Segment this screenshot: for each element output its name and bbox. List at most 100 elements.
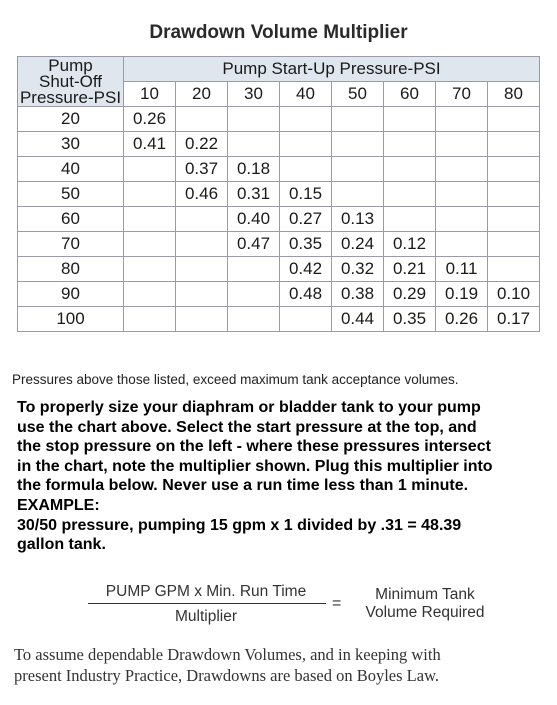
formula-result: Minimum Tank Volume Required — [350, 586, 500, 622]
multiplier-cell: 0.32 — [331, 256, 384, 282]
corner-line: Pump — [48, 55, 93, 75]
multiplier-cell — [227, 256, 280, 282]
stop-pressure-cell: 40 — [17, 156, 124, 182]
fraction-bar — [88, 603, 326, 604]
start-up-pressure-header: Pump Start-Up Pressure-PSI — [123, 56, 540, 82]
stop-pressure-cell: 70 — [17, 231, 124, 257]
multiplier-cell — [435, 231, 488, 257]
instructions-paragraph: To properly size your diaphram or bladde… — [17, 398, 547, 555]
table-row: 60 0.40 0.27 0.13 — [17, 206, 540, 232]
table-row: 30 0.41 0.22 — [17, 131, 540, 157]
multiplier-cell: 0.12 — [383, 231, 436, 257]
multiplier-cell — [123, 231, 176, 257]
stop-pressure-cell: 20 — [17, 106, 124, 132]
multiplier-cell: 0.40 — [227, 206, 280, 232]
multiplier-cell — [123, 156, 176, 182]
multiplier-cell — [487, 156, 540, 182]
instruction-line: 30/50 pressure, pumping 15 gpm x 1 divid… — [17, 516, 462, 534]
multiplier-cell: 0.19 — [435, 281, 488, 307]
multiplier-cell: 0.24 — [331, 231, 384, 257]
multiplier-cell — [487, 231, 540, 257]
multiplier-cell — [487, 256, 540, 282]
multiplier-cell — [331, 156, 384, 182]
multiplier-cell: 0.35 — [279, 231, 332, 257]
multiplier-table: Pump Shut-Off Pressure-PSI Pump Start-Up… — [17, 56, 540, 332]
stop-pressure-cell: 100 — [17, 306, 124, 332]
multiplier-cell — [175, 306, 228, 332]
instruction-line: the formula below. Never use a run time … — [17, 477, 469, 495]
multiplier-cell — [435, 106, 488, 132]
multiplier-cell: 0.21 — [383, 256, 436, 282]
multiplier-cell: 0.10 — [487, 281, 540, 307]
multiplier-cell — [435, 156, 488, 182]
start-pressure-header-cell: 20 — [175, 81, 228, 107]
multiplier-cell: 0.41 — [123, 131, 176, 157]
multiplier-cell — [487, 181, 540, 207]
multiplier-cell — [487, 106, 540, 132]
instruction-line: in the chart, note the multiplier shown.… — [17, 457, 493, 475]
table-note: Pressures above those listed, exceed max… — [12, 372, 459, 387]
multiplier-cell: 0.48 — [279, 281, 332, 307]
instruction-line: gallon tank. — [17, 536, 106, 554]
equals-sign: = — [332, 595, 342, 612]
start-pressure-header-cell: 40 — [279, 81, 332, 107]
table-row: 80 0.42 0.32 0.21 0.11 — [17, 256, 540, 282]
multiplier-cell — [279, 131, 332, 157]
multiplier-cell — [227, 106, 280, 132]
multiplier-cell — [435, 131, 488, 157]
table-body: Pump Shut-Off Pressure-PSI Pump Start-Up… — [17, 55, 540, 332]
multiplier-cell: 0.26 — [123, 106, 176, 132]
multiplier-cell: 0.35 — [383, 306, 436, 332]
multiplier-cell: 0.22 — [175, 131, 228, 157]
multiplier-cell — [175, 256, 228, 282]
corner-line: Pressure-PSI — [19, 87, 122, 107]
multiplier-cell — [227, 281, 280, 307]
multiplier-cell — [487, 206, 540, 232]
multiplier-cell: 0.42 — [279, 256, 332, 282]
formula-numerator: PUMP GPM x Min. Run Time — [105, 583, 307, 600]
multiplier-cell — [175, 106, 228, 132]
multiplier-cell — [123, 206, 176, 232]
multiplier-cell: 0.11 — [435, 256, 488, 282]
footer-line: To assume dependable Drawdown Volumes, a… — [14, 645, 441, 664]
multiplier-cell: 0.31 — [227, 181, 280, 207]
result-line: Minimum Tank — [375, 586, 475, 603]
multiplier-cell: 0.38 — [331, 281, 384, 307]
start-pressure-row: 10 20 30 40 50 60 70 80 — [18, 81, 540, 107]
start-pressure-header-cell: 50 — [331, 81, 384, 107]
multiplier-cell: 0.18 — [227, 156, 280, 182]
start-pressure-header-cell: 10 — [123, 81, 176, 107]
multiplier-cell: 0.46 — [175, 181, 228, 207]
multiplier-cell — [487, 131, 540, 157]
instruction-line: EXAMPLE: — [17, 496, 100, 514]
multiplier-cell — [123, 281, 176, 307]
start-pressure-header-cell: 30 — [227, 81, 280, 107]
formula: PUMP GPM x Min. Run Time Multiplier = Mi… — [0, 583, 557, 633]
multiplier-cell — [383, 206, 436, 232]
stop-pressure-cell: 30 — [17, 131, 124, 157]
stop-pressure-cell: 90 — [17, 281, 124, 307]
start-pressure-header-cell: 70 — [435, 81, 488, 107]
multiplier-cell — [123, 306, 176, 332]
stop-pressure-cell: 80 — [17, 256, 124, 282]
stop-pressure-cell: 60 — [17, 206, 124, 232]
table-row: 90 0.48 0.38 0.29 0.19 0.10 — [17, 281, 540, 307]
multiplier-cell: 0.13 — [331, 206, 384, 232]
start-pressure-header-cell: 80 — [487, 81, 540, 107]
multiplier-cell: 0.15 — [279, 181, 332, 207]
table-row: 40 0.37 0.18 — [17, 156, 540, 182]
instruction-line: To properly size your diaphram or bladde… — [17, 399, 481, 416]
multiplier-cell: 0.27 — [279, 206, 332, 232]
multiplier-cell — [383, 156, 436, 182]
table-row: 20 0.26 — [17, 106, 540, 132]
footer-line: present Industry Practice, Drawdowns are… — [14, 666, 440, 685]
multiplier-cell — [227, 131, 280, 157]
multiplier-cell — [175, 231, 228, 257]
multiplier-cell — [227, 306, 280, 332]
multiplier-cell — [279, 106, 332, 132]
multiplier-cell: 0.26 — [435, 306, 488, 332]
multiplier-cell — [435, 181, 488, 207]
instruction-line: use the chart above. Select the start pr… — [17, 418, 477, 436]
corner-line: Shut-Off — [39, 71, 102, 91]
multiplier-cell — [175, 206, 228, 232]
